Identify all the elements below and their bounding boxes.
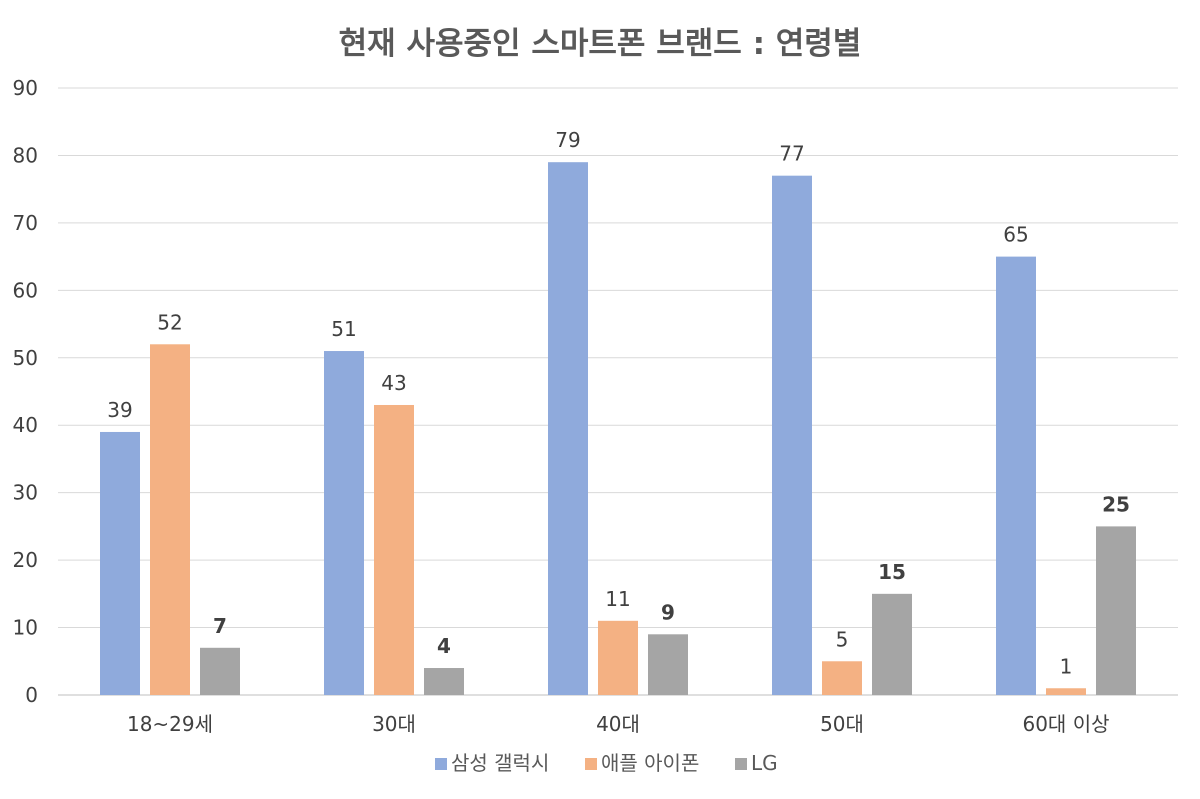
legend-label: 삼성 갤럭시 [451,751,549,775]
chart-title: 현재 사용중인 스마트폰 브랜드 : 연령별 [338,26,862,62]
bar-samsung [996,256,1036,695]
y-tick-label: 80 [13,143,38,167]
data-label: 43 [381,371,406,395]
bar-lg [200,647,240,695]
bar-lg [424,668,464,695]
y-tick-label: 60 [13,278,38,302]
bar-samsung [772,175,812,695]
y-tick-label: 90 [13,76,38,100]
x-tick-label: 40대 [596,712,640,736]
bar-apple [374,404,414,695]
data-label: 4 [437,634,451,658]
data-label: 5 [836,627,849,651]
legend-swatch [585,758,597,770]
y-tick-label: 50 [13,346,38,370]
y-tick-label: 0 [25,683,38,707]
bar-lg [648,634,688,695]
data-label: 9 [661,600,675,624]
data-label: 52 [157,310,182,334]
data-label: 79 [555,128,580,152]
bar-samsung [100,431,140,695]
bar-apple [598,620,638,695]
x-tick-label: 18~29세 [127,712,213,736]
data-label: 7 [213,614,227,638]
y-tick-label: 30 [13,481,38,505]
y-tick-label: 40 [13,413,38,437]
data-label: 51 [331,317,356,341]
data-label: 65 [1003,223,1028,247]
y-tick-label: 10 [13,616,38,640]
bar-lg [872,593,912,695]
x-tick-label: 50대 [820,712,864,736]
x-tick-label: 30대 [372,712,416,736]
data-label: 39 [107,398,132,422]
y-tick-label: 20 [13,548,38,572]
legend-swatch [735,758,747,770]
data-label: 1 [1060,654,1073,678]
bar-lg [1096,526,1136,695]
bar-samsung [324,351,364,695]
legend-label: LG [751,751,778,775]
bar-samsung [548,162,588,695]
bar-apple [1046,688,1086,695]
legend-swatch [435,758,447,770]
data-label: 15 [878,560,906,584]
data-label: 11 [605,587,630,611]
data-label: 77 [779,142,804,166]
bar-apple [822,661,862,695]
bar-apple [150,344,190,695]
x-tick-label: 60대 이상 [1022,712,1109,736]
legend-label: 애플 아이폰 [601,751,699,775]
y-tick-label: 70 [13,211,38,235]
data-label: 25 [1102,492,1130,516]
